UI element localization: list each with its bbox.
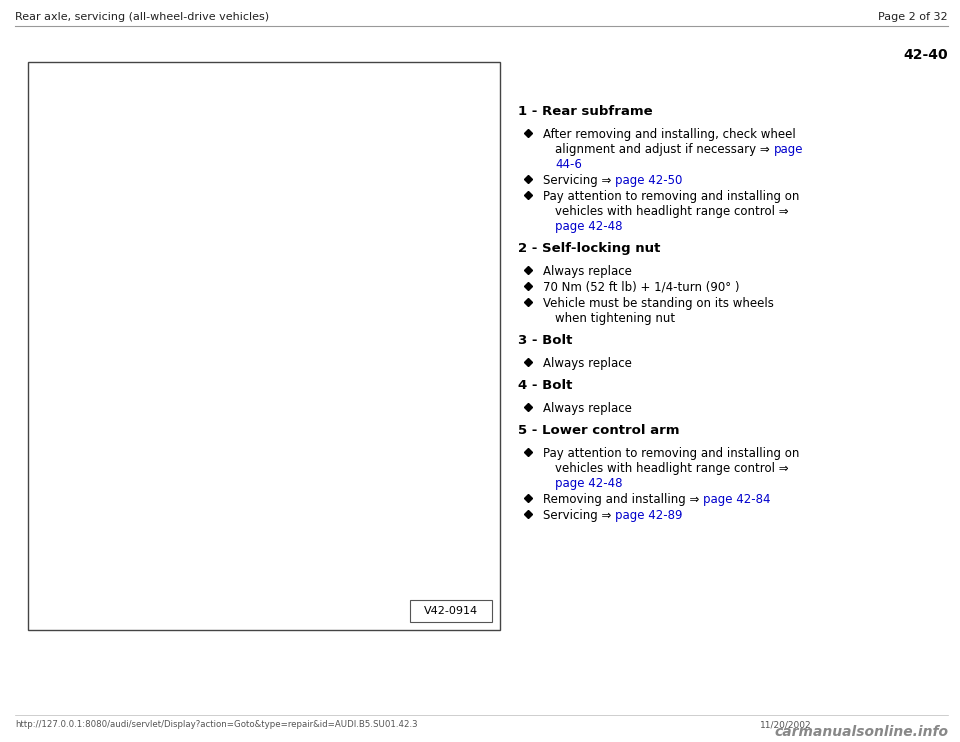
Text: 3 - Bolt: 3 - Bolt (518, 334, 572, 347)
Text: Rear axle, servicing (all-wheel-drive vehicles): Rear axle, servicing (all-wheel-drive ve… (15, 12, 269, 22)
Text: Always replace: Always replace (543, 357, 632, 370)
Text: 11/20/2002: 11/20/2002 (760, 720, 811, 729)
Text: V42-0914: V42-0914 (424, 606, 478, 616)
Text: 70 Nm (52 ft lb) + 1/4-turn (90° ): 70 Nm (52 ft lb) + 1/4-turn (90° ) (543, 281, 739, 294)
Text: vehicles with headlight range control ⇒: vehicles with headlight range control ⇒ (555, 462, 788, 475)
Bar (410, 600, 492, 622)
Text: page 42-89: page 42-89 (615, 509, 683, 522)
Text: http://127.0.0.1:8080/audi/servlet/Display?action=Goto&type=repair&id=AUDI.B5.SU: http://127.0.0.1:8080/audi/servlet/Displ… (15, 720, 418, 729)
Text: alignment and adjust if necessary ⇒: alignment and adjust if necessary ⇒ (555, 143, 774, 156)
Text: 5 - Lower control arm: 5 - Lower control arm (518, 424, 680, 437)
Text: 42-40: 42-40 (903, 48, 948, 62)
Text: 1 - Rear subframe: 1 - Rear subframe (518, 105, 653, 118)
Text: page: page (774, 143, 803, 156)
Bar (28, 62, 500, 630)
Text: 4 - Bolt: 4 - Bolt (518, 379, 572, 392)
Text: page 42-84: page 42-84 (703, 493, 771, 506)
Text: 44-6: 44-6 (555, 158, 582, 171)
Text: page 42-48: page 42-48 (555, 220, 622, 233)
Text: Servicing ⇒: Servicing ⇒ (543, 174, 615, 187)
Text: vehicles with headlight range control ⇒: vehicles with headlight range control ⇒ (555, 205, 788, 218)
Text: carmanualsonline.info: carmanualsonline.info (774, 725, 948, 739)
Text: Page 2 of 32: Page 2 of 32 (878, 12, 948, 22)
Text: Pay attention to removing and installing on: Pay attention to removing and installing… (543, 447, 800, 460)
Text: page 42-48: page 42-48 (555, 477, 622, 490)
Text: page 42-50: page 42-50 (615, 174, 683, 187)
Text: After removing and installing, check wheel: After removing and installing, check whe… (543, 128, 796, 141)
Text: when tightening nut: when tightening nut (555, 312, 675, 325)
Text: Removing and installing ⇒: Removing and installing ⇒ (543, 493, 703, 506)
Text: Pay attention to removing and installing on: Pay attention to removing and installing… (543, 190, 800, 203)
Text: Servicing ⇒: Servicing ⇒ (543, 509, 615, 522)
Text: Vehicle must be standing on its wheels: Vehicle must be standing on its wheels (543, 297, 774, 310)
Text: 2 - Self-locking nut: 2 - Self-locking nut (518, 242, 660, 255)
Text: Always replace: Always replace (543, 265, 632, 278)
Text: Always replace: Always replace (543, 402, 632, 415)
